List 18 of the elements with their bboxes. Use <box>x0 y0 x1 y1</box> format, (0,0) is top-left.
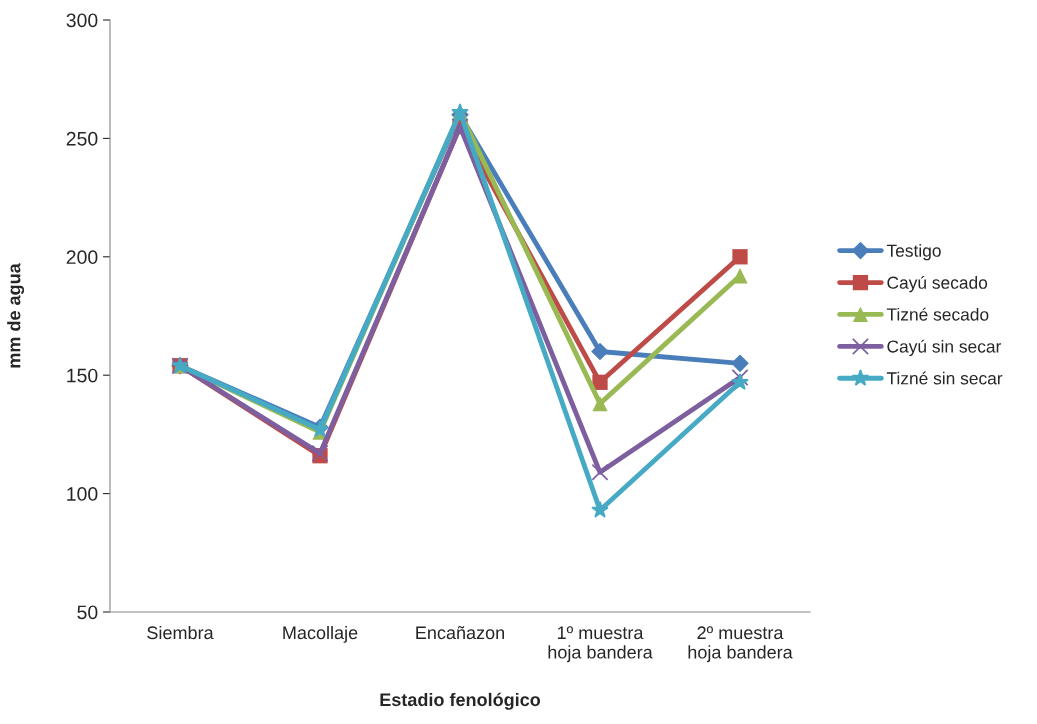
legend-label: Tizné secado <box>886 307 989 321</box>
x-axis-title: Estadio fenológico <box>380 692 541 710</box>
y-tick-label: 250 <box>66 131 98 146</box>
x-tick-label: Encañazon <box>416 626 505 640</box>
y-tick-label: 50 <box>77 605 98 620</box>
x-tick-label: 1º muestra hoja bandera <box>548 626 653 663</box>
y-tick-label: 150 <box>67 368 98 383</box>
legend-label: Testigo <box>886 244 941 261</box>
y-tick-label: 200 <box>66 250 98 265</box>
y-tick-label: 300 <box>66 13 98 28</box>
x-tick-label: Siembra <box>147 625 214 640</box>
y-tick-label: 100 <box>67 487 98 501</box>
x-tick-label: 2º muestra hoja bandera <box>688 626 793 663</box>
legend-label: Cayú secado <box>887 275 988 293</box>
y-axis-title: mm de agua <box>7 263 25 368</box>
legend-label: Tizné sin secar <box>886 371 1003 385</box>
legend-label: Cayú sin secar <box>887 339 1002 357</box>
x-tick-label: Macollaje <box>283 625 358 643</box>
